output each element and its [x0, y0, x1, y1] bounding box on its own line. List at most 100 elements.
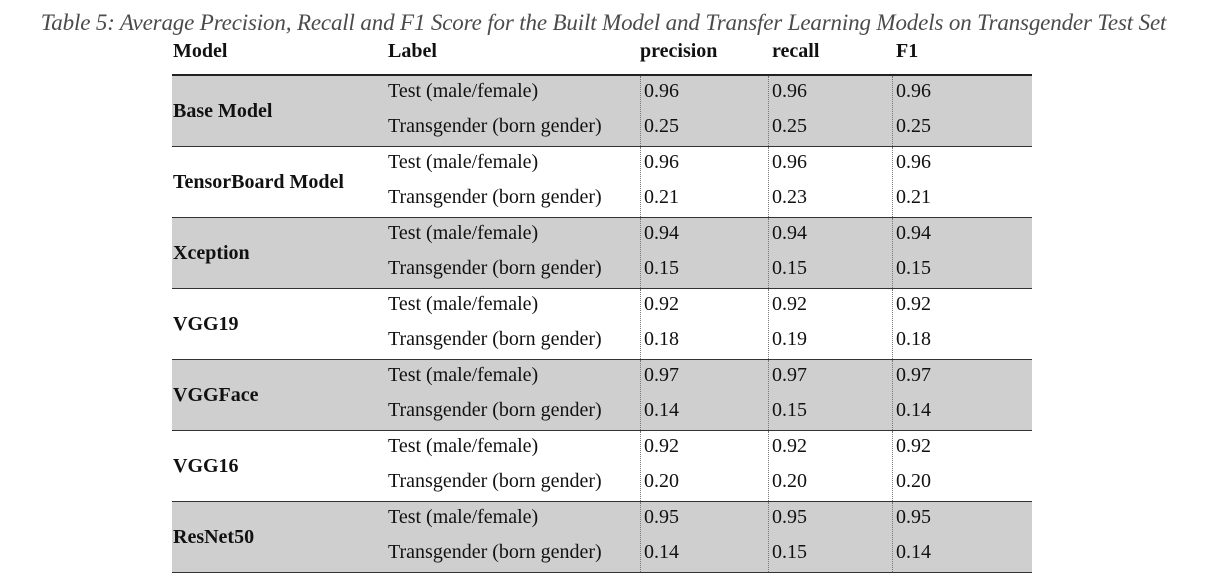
f1-cell: 0.96: [896, 151, 931, 173]
table-row: Transgender (born gender) 0.20 0.20 0.20: [384, 466, 1032, 501]
column-divider: [892, 76, 893, 146]
table-body: Base Model Test (male/female) 0.96 0.96 0.96…: [172, 76, 1032, 573]
column-divider: [768, 76, 769, 146]
label-cell: Test (male/female): [388, 80, 539, 102]
column-divider: [768, 502, 769, 572]
table-row-group: VGG16 Test (male/female) 0.92 0.92 0.92 Trans…: [172, 431, 1032, 502]
f1-cell: 0.94: [896, 222, 931, 244]
precision-cell: 0.92: [644, 293, 679, 315]
model-name: VGG19: [173, 312, 239, 335]
precision-cell: 0.14: [644, 399, 679, 421]
f1-cell: 0.25: [896, 115, 931, 137]
header-label: Label: [388, 40, 437, 62]
table-row: Transgender (born gender) 0.25 0.25 0.25: [384, 111, 1032, 146]
recall-cell: 0.15: [772, 541, 807, 563]
recall-cell: 0.25: [772, 115, 807, 137]
recall-cell: 0.92: [772, 293, 807, 315]
f1-cell: 0.97: [896, 364, 931, 386]
header-model: Model: [173, 40, 228, 62]
recall-cell: 0.96: [772, 151, 807, 173]
f1-cell: 0.96: [896, 80, 931, 102]
header-recall: recall: [772, 40, 820, 62]
header-precision: precision: [640, 40, 718, 62]
recall-cell: 0.94: [772, 222, 807, 244]
table-row: Test (male/female) 0.97 0.97 0.97: [384, 360, 1032, 395]
precision-cell: 0.20: [644, 470, 679, 492]
recall-cell: 0.19: [772, 328, 807, 350]
model-name: ResNet50: [173, 525, 255, 548]
model-cell: Base Model: [172, 76, 384, 146]
column-divider: [768, 360, 769, 430]
metric-cells: Test (male/female) 0.94 0.94 0.94 Transgende…: [384, 218, 1032, 288]
column-divider: [892, 218, 893, 288]
column-divider: [640, 360, 641, 430]
f1-cell: 0.15: [896, 257, 931, 279]
column-divider: [768, 289, 769, 359]
table-row: Test (male/female) 0.92 0.92 0.92: [384, 289, 1032, 324]
f1-cell: 0.92: [896, 293, 931, 315]
column-divider: [640, 502, 641, 572]
column-divider: [768, 147, 769, 217]
model-name: Xception: [173, 241, 250, 264]
label-cell: Test (male/female): [388, 151, 539, 173]
precision-cell: 0.97: [644, 364, 679, 386]
model-cell: VGG19: [172, 289, 384, 359]
label-cell: Transgender (born gender): [388, 399, 602, 421]
label-cell: Transgender (born gender): [388, 470, 602, 492]
table-row-group: TensorBoard Model Test (male/female) 0.96 0…: [172, 147, 1032, 218]
recall-cell: 0.20: [772, 470, 807, 492]
f1-cell: 0.21: [896, 186, 931, 208]
metric-cells: Test (male/female) 0.95 0.95 0.95 Transgende…: [384, 502, 1032, 572]
header-f1: F1: [896, 40, 919, 62]
model-name: Base Model: [173, 99, 273, 122]
f1-cell: 0.14: [896, 399, 931, 421]
table-row: Transgender (born gender) 0.15 0.15 0.15: [384, 253, 1032, 288]
model-cell: Xception: [172, 218, 384, 288]
precision-cell: 0.18: [644, 328, 679, 350]
column-divider: [892, 431, 893, 501]
column-divider: [768, 218, 769, 288]
results-table: Model Label precision recall F1 Base Mod…: [172, 38, 1032, 573]
metric-cells: Test (male/female) 0.97 0.97 0.97 Transgende…: [384, 360, 1032, 430]
column-divider: [768, 431, 769, 501]
recall-cell: 0.95: [772, 506, 807, 528]
table-caption: Table 5: Average Precision, Recall and F…: [40, 10, 1167, 35]
f1-cell: 0.92: [896, 435, 931, 457]
column-divider: [640, 218, 641, 288]
model-name: TensorBoard Model: [173, 170, 344, 193]
label-cell: Transgender (born gender): [388, 541, 602, 563]
table-row: Test (male/female) 0.96 0.96 0.96: [384, 76, 1032, 111]
metric-cells: Test (male/female) 0.92 0.92 0.92 Transgende…: [384, 431, 1032, 501]
label-cell: Test (male/female): [388, 364, 539, 386]
label-cell: Test (male/female): [388, 435, 539, 457]
model-name: VGG16: [173, 454, 239, 477]
model-cell: ResNet50: [172, 502, 384, 572]
recall-cell: 0.23: [772, 186, 807, 208]
precision-cell: 0.96: [644, 80, 679, 102]
label-cell: Transgender (born gender): [388, 328, 602, 350]
table-row-group: VGGFace Test (male/female) 0.97 0.97 0.97 Tra…: [172, 360, 1032, 431]
table-row: Transgender (born gender) 0.14 0.15 0.14: [384, 537, 1032, 572]
table-row-group: Base Model Test (male/female) 0.96 0.96 0.96…: [172, 76, 1032, 147]
recall-cell: 0.92: [772, 435, 807, 457]
f1-cell: 0.20: [896, 470, 931, 492]
precision-cell: 0.95: [644, 506, 679, 528]
recall-cell: 0.97: [772, 364, 807, 386]
label-cell: Test (male/female): [388, 506, 539, 528]
column-divider: [892, 289, 893, 359]
metric-cells: Test (male/female) 0.96 0.96 0.96 Transgende…: [384, 76, 1032, 146]
table-row: Transgender (born gender) 0.14 0.15 0.14: [384, 395, 1032, 430]
precision-cell: 0.96: [644, 151, 679, 173]
model-cell: TensorBoard Model: [172, 147, 384, 217]
column-divider: [892, 147, 893, 217]
column-divider: [640, 76, 641, 146]
model-cell: VGGFace: [172, 360, 384, 430]
metric-cells: Test (male/female) 0.92 0.92 0.92 Transgende…: [384, 289, 1032, 359]
table-row: Test (male/female) 0.96 0.96 0.96: [384, 147, 1032, 182]
label-cell: Transgender (born gender): [388, 186, 602, 208]
table-row-group: Xception Test (male/female) 0.94 0.94 0.94 Tr…: [172, 218, 1032, 289]
f1-cell: 0.14: [896, 541, 931, 563]
metric-cells: Test (male/female) 0.96 0.96 0.96 Transgende…: [384, 147, 1032, 217]
precision-cell: 0.92: [644, 435, 679, 457]
precision-cell: 0.21: [644, 186, 679, 208]
